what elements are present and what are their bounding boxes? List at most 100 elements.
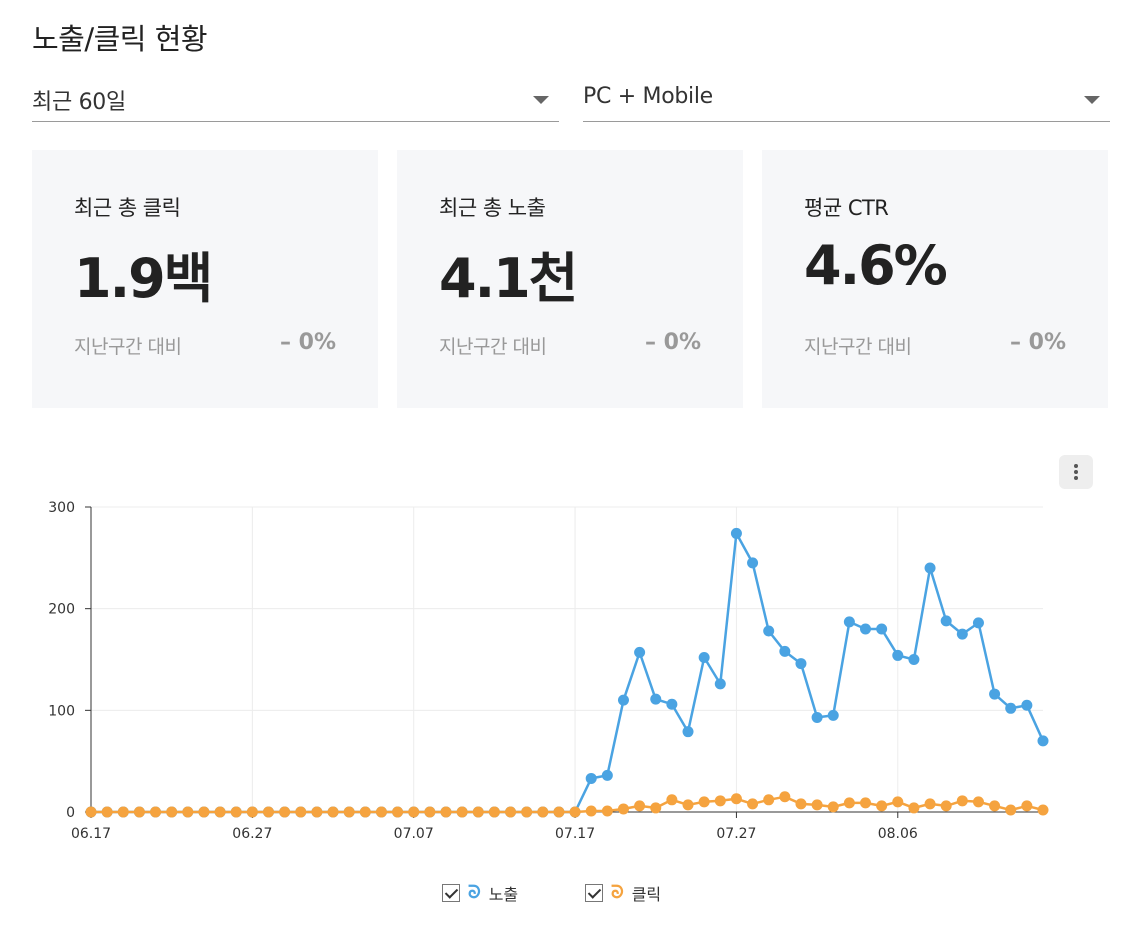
- data-point: [843, 616, 855, 628]
- data-point: [537, 806, 549, 818]
- data-point: [1021, 699, 1033, 711]
- data-point: [650, 802, 662, 814]
- series-line-icon: ᘐ: [611, 882, 624, 903]
- card-label: 평균 CTR: [804, 196, 889, 220]
- data-point: [456, 806, 468, 818]
- y-tick-label: 200: [48, 602, 75, 618]
- data-point: [311, 806, 323, 818]
- y-tick-label: 300: [48, 500, 75, 516]
- x-tick-label: 07.07: [394, 826, 434, 840]
- data-point: [569, 806, 581, 818]
- x-tick-label: 07.27: [716, 826, 756, 840]
- data-point: [827, 801, 839, 813]
- legend-item-impressions[interactable]: ᘐ 노출: [442, 880, 518, 906]
- chart-menu-button[interactable]: [1059, 455, 1093, 489]
- data-point: [795, 658, 807, 670]
- data-point: [601, 769, 613, 781]
- card-change: – 0%: [1009, 330, 1066, 355]
- data-point: [972, 796, 984, 808]
- data-point: [956, 628, 968, 640]
- data-point: [698, 796, 710, 808]
- period-select-value: 최근 60일: [32, 90, 126, 115]
- checkbox-checked-icon[interactable]: [585, 884, 603, 902]
- card-value: 4.6%: [804, 234, 948, 297]
- data-point: [650, 693, 662, 705]
- data-point: [327, 806, 339, 818]
- x-tick-label: 08.06: [878, 826, 918, 840]
- checkbox-checked-icon[interactable]: [442, 884, 460, 902]
- legend-item-clicks[interactable]: ᘐ 클릭: [585, 880, 661, 906]
- data-point: [747, 798, 759, 810]
- series-line-icon: ᘐ: [468, 882, 481, 903]
- impressions-clicks-chart: 0 100 200 300 06.17 06.27 07.07 07.17 07.27 08.06: [48, 500, 1049, 840]
- data-point: [811, 711, 823, 723]
- data-point: [488, 806, 500, 818]
- data-point: [827, 709, 839, 721]
- data-point: [392, 806, 404, 818]
- data-point: [924, 798, 936, 810]
- data-point: [279, 806, 291, 818]
- data-point: [262, 806, 274, 818]
- data-point: [730, 527, 742, 539]
- data-point: [682, 726, 694, 738]
- device-select-value: PC + Mobile: [583, 84, 713, 109]
- card-compare-label: 지난구간 대비: [804, 336, 912, 358]
- data-point: [714, 795, 726, 807]
- period-select[interactable]: 최근 60일: [32, 76, 559, 122]
- x-tick-label: 06.17: [71, 826, 111, 840]
- data-point: [198, 806, 210, 818]
- data-point: [972, 617, 984, 629]
- data-point: [472, 806, 484, 818]
- legend-label: 노출: [488, 885, 519, 904]
- data-point: [714, 678, 726, 690]
- data-point: [730, 793, 742, 805]
- data-point: [585, 772, 597, 784]
- data-point: [666, 698, 678, 710]
- data-point: [1037, 735, 1049, 747]
- data-point: [924, 562, 936, 574]
- data-point: [246, 806, 258, 818]
- data-point: [634, 800, 646, 812]
- y-tick-label: 100: [48, 703, 75, 719]
- data-point: [795, 798, 807, 810]
- card-value: 1.9백: [74, 247, 213, 310]
- data-point: [182, 806, 194, 818]
- data-point: [521, 806, 533, 818]
- data-point: [956, 795, 968, 807]
- data-point: [698, 651, 710, 663]
- data-point: [763, 625, 775, 637]
- caret-down-icon: [1084, 96, 1100, 104]
- data-point: [133, 806, 145, 818]
- data-point: [166, 806, 178, 818]
- data-point: [375, 806, 387, 818]
- data-point: [892, 649, 904, 661]
- card-label: 최근 총 노출: [439, 196, 546, 220]
- data-point: [876, 623, 888, 635]
- card-change: – 0%: [279, 330, 336, 355]
- data-point: [101, 806, 113, 818]
- data-point: [779, 645, 791, 657]
- data-point: [408, 806, 420, 818]
- data-point: [779, 791, 791, 803]
- data-point: [860, 797, 872, 809]
- card-change: – 0%: [644, 330, 701, 355]
- average-ctr-card: 평균 CTR 4.6% 지난구간 대비 – 0%: [762, 150, 1108, 408]
- data-point: [908, 654, 920, 665]
- y-tick-label: 0: [66, 805, 75, 821]
- x-tick-label: 07.17: [555, 826, 595, 840]
- data-point: [359, 806, 371, 818]
- data-point: [1021, 800, 1033, 812]
- data-point: [214, 806, 226, 818]
- data-point: [440, 806, 452, 818]
- card-value: 4.1천: [439, 247, 578, 310]
- data-point: [150, 806, 162, 818]
- device-select[interactable]: PC + Mobile: [583, 76, 1110, 122]
- data-point: [763, 794, 775, 806]
- card-compare-label: 지난구간 대비: [439, 336, 547, 358]
- data-point: [1037, 804, 1049, 816]
- data-point: [747, 557, 759, 569]
- caret-down-icon: [533, 96, 549, 104]
- data-point: [989, 800, 1001, 812]
- data-point: [666, 794, 678, 806]
- data-point: [505, 806, 517, 818]
